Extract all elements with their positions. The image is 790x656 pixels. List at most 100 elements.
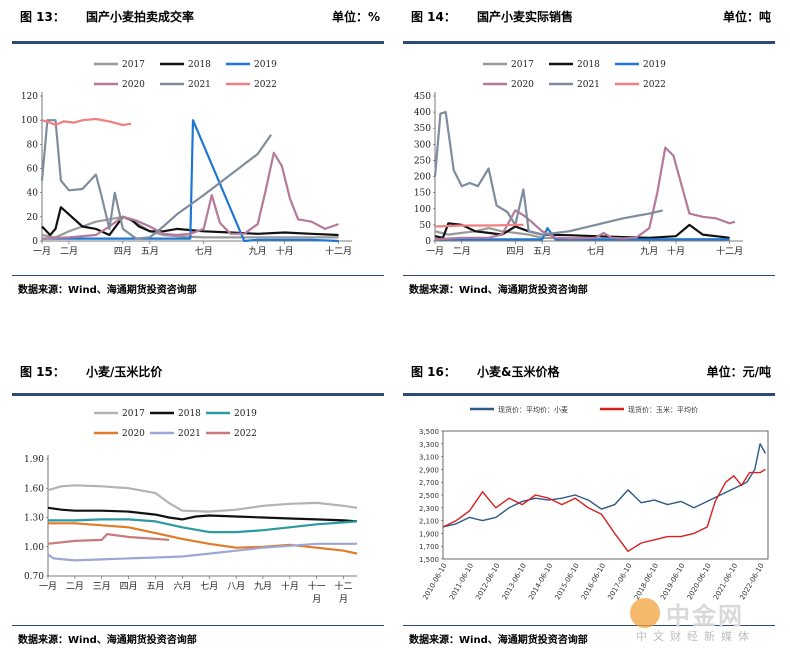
x-tick-label: 2010-06-10 <box>421 562 448 601</box>
title-rule <box>403 41 775 44</box>
y-tick-label: 2,100 <box>419 518 439 526</box>
x-tick-label: 四月 <box>506 246 524 257</box>
x-tick-label: 十一 <box>308 580 326 592</box>
panel-fig13: 图 13： 国产小麦拍卖成交率 单位：% 0 20 40 60 80 100 120 一月 二月… <box>12 0 384 300</box>
x-tick-label: 三月 <box>93 581 111 592</box>
title-rule <box>12 41 384 44</box>
x-tick-label: 五月 <box>141 246 159 257</box>
legend-label: 2019 <box>254 60 277 70</box>
y-tick-label: 450 <box>414 92 431 102</box>
series-line-2019 <box>435 227 730 241</box>
y-tick-label: 200 <box>414 173 431 183</box>
x-tick-label: 一月 <box>39 581 57 592</box>
source-rule <box>12 625 384 626</box>
series-line-2020 <box>48 522 358 555</box>
y-tick-label: 350 <box>414 124 431 134</box>
source-text: 数据来源：Wind、海通期货投资咨询部 <box>409 635 588 646</box>
x-tick-label: 九月 <box>640 246 658 257</box>
panel-fig14: 图 14： 国产小麦实际销售 单位：吨 0 50 100 150 200 250 300 35… <box>403 0 775 300</box>
source-rule <box>403 625 775 626</box>
y-tick-label: 1.30 <box>24 514 44 524</box>
y-tick-label: 150 <box>414 189 431 199</box>
x-tick-label-suffix: 月 <box>339 594 348 605</box>
y-tick-label: 250 <box>414 156 431 166</box>
x-tick-label: 十二 <box>335 580 353 592</box>
series-line-2021 <box>47 542 357 562</box>
y-tick-label: 0 <box>32 237 38 247</box>
watermark-logo-icon <box>630 598 660 628</box>
chart-fig15: 0.70 1.00 1.30 1.60 1.90 一月 二月 三月 四月 五月 六月 七月 八月 九月 十月… <box>24 409 358 605</box>
legend-label: 2019 <box>643 60 666 70</box>
panel-title: 图 13： 国产小麦拍卖成交率 单位：% <box>12 0 384 32</box>
y-tick-label: 3,500 <box>419 428 439 436</box>
legend-label: 现货价：玉米：平均价 <box>628 405 698 414</box>
y-tick-label: 50 <box>420 221 432 231</box>
y-tick-label: 400 <box>414 108 431 118</box>
x-tick-label: 2011-06-10 <box>448 562 475 601</box>
y-tick-label: 0 <box>425 237 431 247</box>
legend-label: 2022 <box>254 80 277 90</box>
x-tick-label: 五月 <box>146 581 164 592</box>
x-tick-label: 一月 <box>33 246 51 257</box>
figure-unit: 单位：元/吨 <box>706 365 771 379</box>
watermark-subtitle: 中文财经新媒体 <box>636 630 755 643</box>
x-tick-label: 十二月 <box>325 245 352 257</box>
series-line-现货价：平均价：小麦 <box>442 443 767 528</box>
series-line-2021 <box>433 111 663 236</box>
y-tick-label: 3,100 <box>419 454 439 462</box>
series-line-2018 <box>47 506 358 523</box>
y-tick-label: 100 <box>414 205 431 215</box>
chart-fig16: 1,500 1,700 1,900 2,100 2,300 2,500 2,700 2,900… <box>419 405 769 601</box>
legend-label: 2018 <box>178 409 201 419</box>
watermark: 中金网 中文财经新媒体 <box>622 596 782 646</box>
series-line-2022 <box>41 117 132 127</box>
x-tick-label: 六月 <box>173 580 191 592</box>
series-line-2020 <box>434 146 736 241</box>
figure-title: 国产小麦实际销售 <box>477 10 574 24</box>
source-text: 数据来源：Wind、海通期货投资咨询部 <box>409 285 588 296</box>
x-tick-label: 五月 <box>533 246 551 257</box>
legend-label: 2017 <box>511 60 534 70</box>
source-text: 数据来源：Wind、海通期货投资咨询部 <box>18 285 197 296</box>
y-tick-label: 1.90 <box>24 455 44 465</box>
legend-label: 2020 <box>511 80 534 90</box>
figure-unit: 单位：% <box>331 10 380 24</box>
y-tick-label: 1,900 <box>419 530 439 538</box>
y-tick-label: 60 <box>27 165 39 175</box>
legend-label: 2022 <box>234 429 257 439</box>
legend-label: 2018 <box>188 60 211 70</box>
chart-fig13: 0 20 40 60 80 100 120 一月 二月 四月 五月 七月 九月 十月 十二月 2017 2018… <box>21 60 352 257</box>
y-tick-label: 0.70 <box>24 572 44 582</box>
legend-label: 2022 <box>643 80 666 90</box>
figure-number: 图 16： <box>411 365 456 379</box>
x-tick-label: 十月 <box>281 580 299 592</box>
x-tick-label: 2013-06-10 <box>501 562 528 601</box>
y-tick-label: 1,500 <box>419 556 439 564</box>
series-line-2021 <box>40 119 273 240</box>
legend-label: 2020 <box>122 429 145 439</box>
y-tick-label: 80 <box>27 140 39 150</box>
panel-title: 图 16： 小麦&玉米价格 单位：元/吨 <box>403 355 775 387</box>
x-tick-label: 二月 <box>66 581 84 592</box>
series-line-2017 <box>47 484 358 513</box>
x-tick-label: 十月 <box>667 245 685 257</box>
y-tick-label: 1,700 <box>419 543 439 551</box>
legend-label: 2021 <box>188 80 211 90</box>
figure-title: 小麦&玉米价格 <box>477 365 560 379</box>
x-tick-label: 九月 <box>249 246 267 257</box>
figure-unit: 单位：吨 <box>722 10 771 24</box>
series-line-2018 <box>41 206 339 237</box>
x-tick-label: 四月 <box>114 246 132 257</box>
panel-fig16: 图 16： 小麦&玉米价格 单位：元/吨 1,500 1,700 1,900 2,10… <box>403 355 775 655</box>
x-tick-label: 2014-06-10 <box>527 562 554 601</box>
series-line-2022 <box>47 533 169 545</box>
source-rule <box>403 275 775 276</box>
figure-title: 小麦/玉米比价 <box>86 365 163 379</box>
y-tick-label: 40 <box>27 189 39 199</box>
series-line-现货价：玉米：平均价 <box>442 468 766 552</box>
watermark-brand: 中金网 <box>666 602 744 630</box>
series-line-2019 <box>48 518 358 534</box>
x-tick-label: 七月 <box>587 246 605 257</box>
x-tick-label: 二月 <box>60 246 78 257</box>
x-tick-label: 十二月 <box>716 245 743 257</box>
